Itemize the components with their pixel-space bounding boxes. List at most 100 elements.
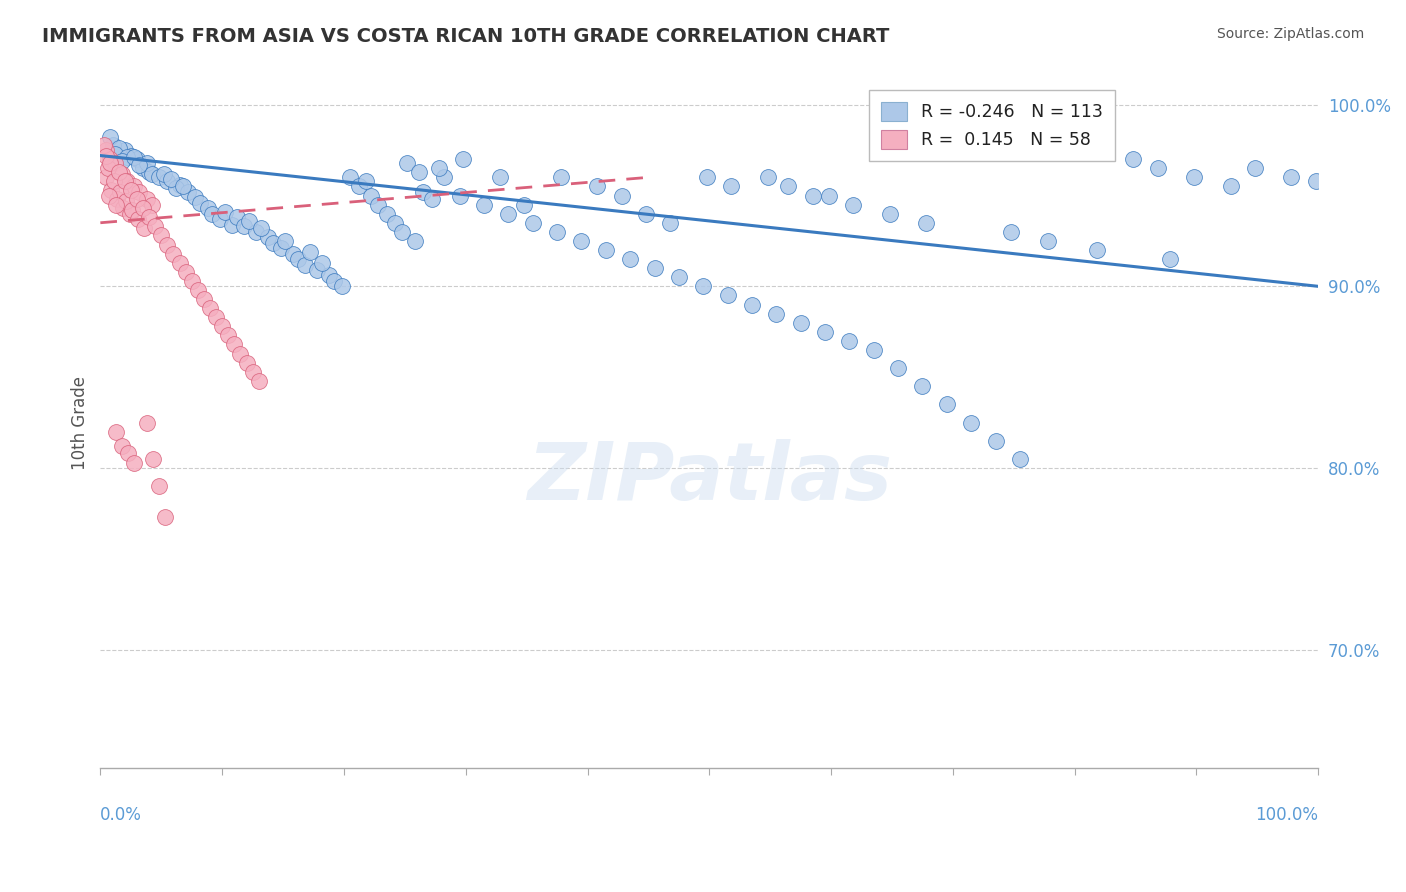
Point [1122,152,1144,166]
Point [668,270,690,285]
Point [153,510,176,524]
Point [887,361,910,376]
Point [1281,170,1303,185]
Point [262,235,284,250]
Point [801,188,824,202]
Point [117,446,139,460]
Point [814,325,837,339]
Point [135,156,157,170]
Point [124,456,146,470]
Point [138,165,160,179]
Point [174,265,197,279]
Point [789,316,811,330]
Point [696,170,718,185]
Point [1305,174,1327,188]
Point [193,292,215,306]
Point [132,161,155,176]
Point [134,221,156,235]
Point [104,156,127,170]
Point [270,241,292,255]
Point [135,416,157,430]
Point [142,451,165,466]
Point [354,174,377,188]
Point [318,268,340,283]
Point [103,174,125,188]
Point [367,197,389,211]
Point [205,310,228,325]
Text: IMMIGRANTS FROM ASIA VS COSTA RICAN 10TH GRADE CORRELATION CHART: IMMIGRANTS FROM ASIA VS COSTA RICAN 10TH… [42,27,890,45]
Point [132,201,155,215]
Text: Source: ZipAtlas.com: Source: ZipAtlas.com [1216,27,1364,41]
Point [1008,451,1031,466]
Point [197,201,219,215]
Point [756,170,779,185]
Point [571,234,593,248]
Point [128,158,150,172]
Point [160,172,183,186]
Point [141,167,163,181]
Point [498,207,520,221]
Point [546,225,568,239]
Point [765,307,787,321]
Point [778,179,800,194]
Point [453,152,475,166]
Point [619,252,641,266]
Point [162,246,184,260]
Point [235,356,257,370]
Point [242,365,264,379]
Point [339,170,361,185]
Point [108,185,131,199]
Point [184,190,207,204]
Point [118,207,141,221]
Point [224,337,246,351]
Point [1000,225,1022,239]
Point [879,207,901,221]
Point [311,256,333,270]
Point [97,161,120,176]
Point [96,143,118,157]
Point [135,192,157,206]
Point [98,156,121,170]
Point [692,279,714,293]
Point [245,225,267,239]
Point [1244,161,1267,176]
Point [105,425,128,439]
Point [214,205,236,219]
Point [111,153,134,168]
Point [433,170,456,185]
Point [911,379,934,393]
Point [247,374,270,388]
Point [404,234,426,248]
Point [107,165,129,179]
Point [97,188,120,202]
Point [100,183,122,197]
Point [177,185,200,199]
Point [741,297,763,311]
Point [384,216,406,230]
Point [121,202,143,217]
Point [862,343,884,357]
Point [124,179,146,194]
Point [375,207,398,221]
Point [115,150,138,164]
Point [156,174,179,188]
Point [550,170,572,185]
Point [93,137,115,152]
Point [96,170,118,185]
Point [634,207,657,221]
Point [101,137,124,152]
Point [330,279,353,293]
Point [323,274,346,288]
Point [360,188,382,202]
Point [107,141,129,155]
Point [488,170,510,185]
Point [169,256,191,270]
Point [104,146,127,161]
Point [1146,161,1168,176]
Point [412,185,434,199]
Point [522,216,544,230]
Point [1182,170,1205,185]
Point [172,179,194,194]
Point [229,346,252,360]
Point [644,261,666,276]
